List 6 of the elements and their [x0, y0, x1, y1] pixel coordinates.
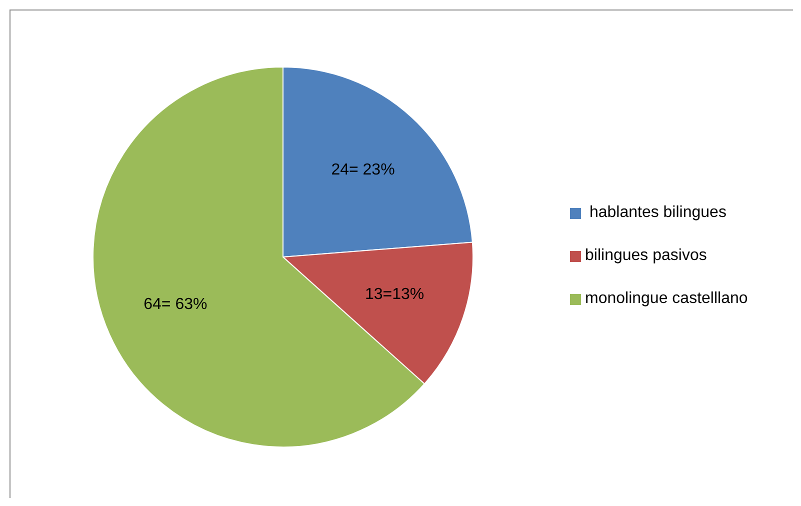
legend-label: monolingue castelllano [585, 290, 748, 308]
legend-label: hablantes bilingues [585, 204, 726, 222]
data-label: 64= 63% [144, 296, 208, 314]
legend-label: bilingues pasivos [585, 247, 707, 264]
data-label: 13=13% [364, 286, 424, 304]
data-label: 24= 23% [331, 162, 395, 179]
